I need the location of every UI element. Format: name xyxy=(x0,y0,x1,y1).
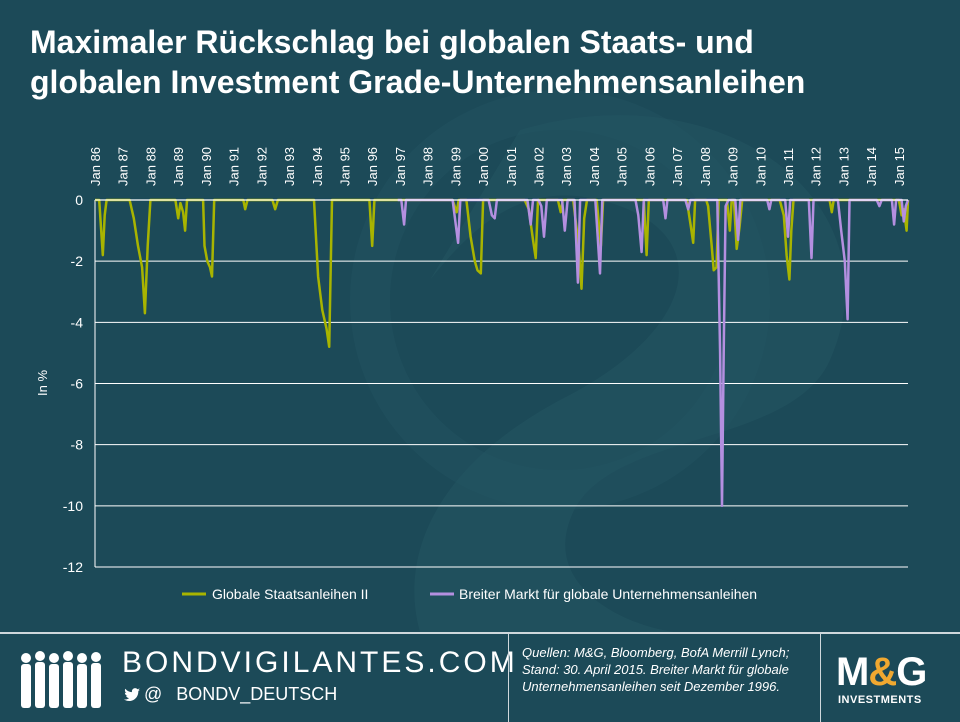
legend-label: Globale Staatsanleihen II xyxy=(212,586,368,602)
y-tick-label: -12 xyxy=(63,559,83,575)
x-tick-label: Jan 05 xyxy=(615,147,630,186)
x-tick-label: Jan 14 xyxy=(864,147,879,186)
x-tick-label: Jan 98 xyxy=(421,147,436,186)
y-tick-label: 0 xyxy=(75,192,83,208)
x-tick-label: Jan 10 xyxy=(753,147,768,186)
chart-title-line-1: Maximaler Rückschlag bei globalen Staats… xyxy=(30,24,754,60)
chart-title: Maximaler Rückschlag bei globalen Staats… xyxy=(30,22,940,102)
x-tick-label: Jan 96 xyxy=(365,147,380,186)
y-tick-label: -4 xyxy=(71,314,84,330)
x-tick-label: Jan 06 xyxy=(642,147,657,186)
x-tick-label: Jan 01 xyxy=(504,147,519,186)
x-tick-label: Jan 02 xyxy=(532,147,547,186)
x-tick-label: Jan 86 xyxy=(88,147,103,186)
x-tick-label: Jan 13 xyxy=(836,147,851,186)
x-tick-label: Jan 12 xyxy=(809,147,824,186)
at-sign-icon: @ xyxy=(144,684,163,704)
y-tick-label: -10 xyxy=(63,498,83,514)
drawdown-chart: 0 -2 -4 -6 -8 -10 -12 Jan 86 Jan 87 Jan 88 Jan 89 J… xyxy=(35,147,910,602)
footer: BONDVIGILANTES.COM @ BONDV_DEUTSCH Quell… xyxy=(0,632,960,722)
x-tick-label: Jan 88 xyxy=(143,147,158,186)
x-tick-label: Jan 97 xyxy=(393,147,408,186)
twitter-handle: BONDV_DEUTSCH xyxy=(176,684,338,704)
y-tick-label: -2 xyxy=(71,253,84,269)
logo-wordmark: M&G xyxy=(836,650,927,695)
chart-title-line-2: globalen Investment Grade-Unternehmensan… xyxy=(30,64,806,100)
legend-label: Breiter Markt für globale Unternehmensan… xyxy=(459,586,757,602)
y-tick-label: -6 xyxy=(71,376,84,392)
footer-divider xyxy=(820,634,821,722)
x-tick-label: Jan 95 xyxy=(337,147,352,186)
logo-g: G xyxy=(896,650,927,694)
x-tick-label: Jan 87 xyxy=(116,147,131,186)
logo-m: M xyxy=(836,650,869,694)
x-tick-label: Jan 09 xyxy=(726,147,741,186)
x-tick-label: Jan 15 xyxy=(892,147,907,186)
x-tick-label: Jan 94 xyxy=(310,147,325,186)
logo-ampersand: & xyxy=(868,650,897,694)
y-tick-label: -8 xyxy=(71,437,84,453)
x-tick-label: Jan 99 xyxy=(448,147,463,186)
social-handle[interactable]: @ BONDV_DEUTSCH xyxy=(124,684,337,705)
bondvigilantes-brand[interactable]: BONDVIGILANTES.COM xyxy=(122,646,518,679)
crowd-silhouette-icon xyxy=(21,651,101,708)
x-tick-label: Jan 07 xyxy=(670,147,685,186)
x-tick-label: Jan 03 xyxy=(559,147,574,186)
x-tick-label: Jan 92 xyxy=(254,147,269,186)
x-tick-label: Jan 90 xyxy=(199,147,214,186)
footer-divider xyxy=(508,634,509,722)
twitter-bird-icon xyxy=(124,687,140,701)
x-tick-label: Jan 89 xyxy=(171,147,186,186)
series-line-staatsanleihen xyxy=(95,198,910,349)
sources-note: Quellen: M&G, Bloomberg, BofA Merrill Ly… xyxy=(522,645,790,694)
logo-subtitle: INVESTMENTS xyxy=(838,694,922,706)
series-line-unternehmensanleihen xyxy=(397,198,910,508)
y-axis-label: In % xyxy=(35,370,50,396)
x-tick-label: Jan 91 xyxy=(227,147,242,186)
x-tick-label: Jan 04 xyxy=(587,147,602,186)
x-tick-label: Jan 93 xyxy=(282,147,297,186)
x-tick-label: Jan 11 xyxy=(781,148,796,186)
x-tick-label: Jan 08 xyxy=(698,147,713,186)
x-tick-label: Jan 00 xyxy=(476,147,491,186)
mg-investments-logo: M&G INVESTMENTS xyxy=(836,650,946,710)
